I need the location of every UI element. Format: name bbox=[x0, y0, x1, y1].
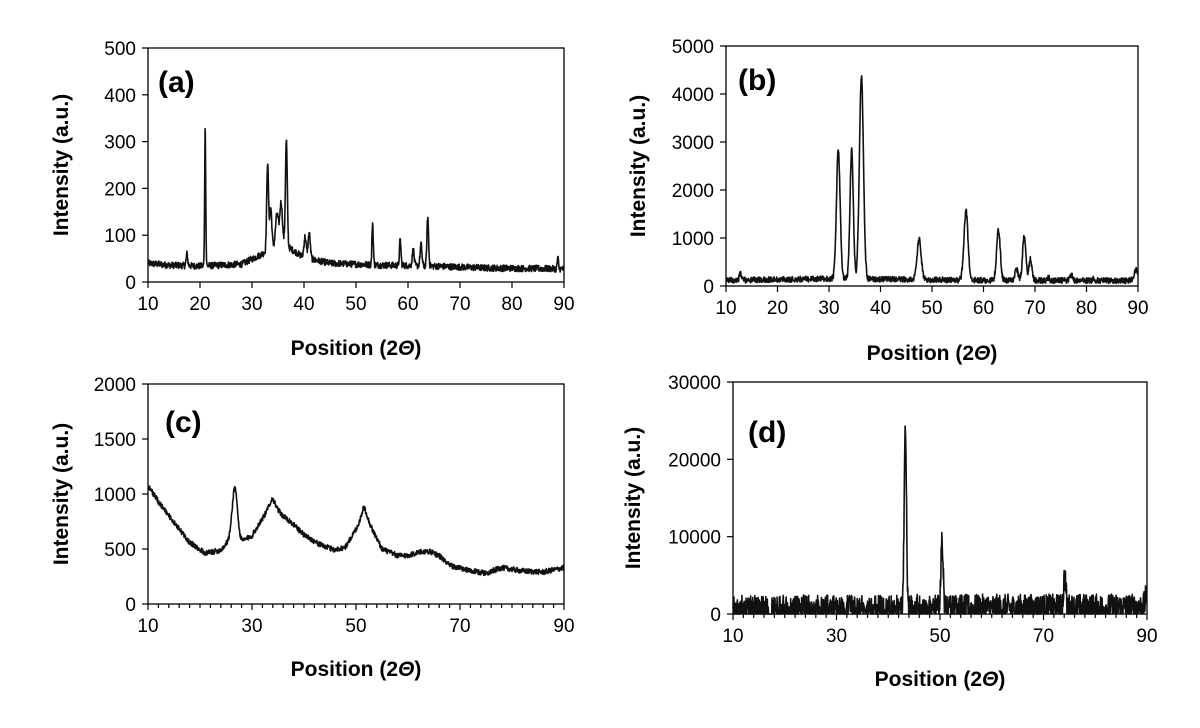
x-tick-label: 10 bbox=[137, 294, 158, 315]
x-tick-label: 80 bbox=[1076, 298, 1097, 319]
y-tick-label: 0 bbox=[710, 605, 721, 626]
panel-label: (b) bbox=[738, 64, 776, 97]
x-tick-label: 10 bbox=[715, 298, 736, 319]
axis-ticks: 10 30 50 70 90 0 500 1000 1500 2000 bbox=[94, 375, 575, 637]
y-tick-label: 200 bbox=[104, 179, 136, 200]
y-tick-label: 500 bbox=[104, 540, 136, 561]
x-axis-title: Position (2Θ) bbox=[291, 658, 422, 681]
x-tick-label: 30 bbox=[826, 626, 847, 647]
y-tick-label: 2000 bbox=[672, 181, 714, 202]
y-tick-label: 4000 bbox=[672, 85, 714, 106]
x-tick-label: 70 bbox=[1024, 298, 1045, 319]
y-tick-label: 500 bbox=[104, 39, 136, 60]
panel-label: (d) bbox=[748, 416, 786, 449]
y-tick-label: 2000 bbox=[94, 375, 136, 396]
y-tick-label: 300 bbox=[104, 133, 136, 154]
panel-b: (b) Intensity (a.u.) Position (2Θ) 10 20 3… bbox=[627, 37, 1149, 365]
plot-frame bbox=[725, 45, 1139, 287]
y-axis-title: Intensity (a.u.) bbox=[627, 95, 650, 237]
y-axis-title: Intensity (a.u.) bbox=[50, 423, 73, 565]
plot-frame bbox=[147, 47, 565, 283]
x-tick-label: 70 bbox=[1033, 626, 1054, 647]
x-tick-label: 90 bbox=[1136, 626, 1157, 647]
x-axis-title: Position (2Θ) bbox=[867, 342, 998, 365]
x-tick-label: 50 bbox=[345, 294, 366, 315]
diffraction-trace bbox=[732, 425, 1148, 615]
y-tick-label: 3000 bbox=[672, 133, 714, 154]
y-tick-label: 30000 bbox=[668, 373, 721, 394]
x-tick-label: 10 bbox=[722, 626, 743, 647]
x-axis-title: Position (2Θ) bbox=[875, 668, 1006, 691]
x-axis-title: Position (2Θ) bbox=[291, 337, 422, 360]
panel-d: (d) Intensity (a.u.) Position (2Θ) 10 30 5… bbox=[622, 373, 1158, 691]
x-tick-label: 30 bbox=[241, 616, 262, 637]
y-tick-label: 5000 bbox=[672, 37, 714, 58]
y-tick-label: 0 bbox=[125, 595, 136, 616]
x-tick-label: 10 bbox=[137, 616, 158, 637]
x-tick-label: 60 bbox=[397, 294, 418, 315]
x-tick-label: 50 bbox=[921, 298, 942, 319]
x-tick-label: 40 bbox=[870, 298, 891, 319]
x-tick-label: 50 bbox=[345, 616, 366, 637]
y-axis-title: Intensity (a.u.) bbox=[622, 427, 645, 569]
x-tick-label: 70 bbox=[449, 294, 470, 315]
y-tick-label: 20000 bbox=[668, 450, 721, 471]
y-tick-label: 400 bbox=[104, 86, 136, 107]
y-tick-label: 0 bbox=[125, 273, 136, 294]
x-tick-label: 80 bbox=[501, 294, 522, 315]
x-tick-label: 30 bbox=[818, 298, 839, 319]
panel-label: (a) bbox=[158, 66, 195, 99]
y-tick-label: 1500 bbox=[94, 430, 136, 451]
x-tick-label: 90 bbox=[553, 616, 574, 637]
y-tick-label: 1000 bbox=[94, 485, 136, 506]
diffraction-trace bbox=[147, 485, 565, 577]
x-tick-label: 20 bbox=[767, 298, 788, 319]
y-axis-title: Intensity (a.u.) bbox=[50, 94, 73, 236]
panel-label: (c) bbox=[165, 406, 202, 439]
x-tick-label: 50 bbox=[929, 626, 950, 647]
x-tick-label: 20 bbox=[189, 294, 210, 315]
axis-ticks: 10 20 30 40 50 60 70 80 90 0 1000 2000 3000 4000 5000 bbox=[672, 37, 1149, 319]
panel-c: (c) Intensity (a.u.) Position (2Θ) 10 30 5… bbox=[50, 375, 575, 681]
y-tick-label: 100 bbox=[104, 226, 136, 247]
axis-ticks: 10 20 30 40 50 60 70 80 90 0 100 200 300 400 500 bbox=[104, 39, 574, 315]
y-tick-label: 0 bbox=[703, 277, 714, 298]
x-tick-label: 30 bbox=[241, 294, 262, 315]
y-tick-label: 1000 bbox=[672, 229, 714, 250]
diffraction-trace bbox=[147, 127, 565, 273]
x-tick-label: 40 bbox=[293, 294, 314, 315]
x-tick-label: 90 bbox=[553, 294, 574, 315]
y-tick-label: 10000 bbox=[668, 528, 721, 549]
x-tick-label: 60 bbox=[973, 298, 994, 319]
panel-a: (a) Intensity (a.u.) Position (2Θ) 10 20 3… bbox=[50, 39, 575, 360]
diffraction-trace bbox=[725, 75, 1139, 285]
x-tick-label: 70 bbox=[449, 616, 470, 637]
x-tick-label: 90 bbox=[1127, 298, 1148, 319]
